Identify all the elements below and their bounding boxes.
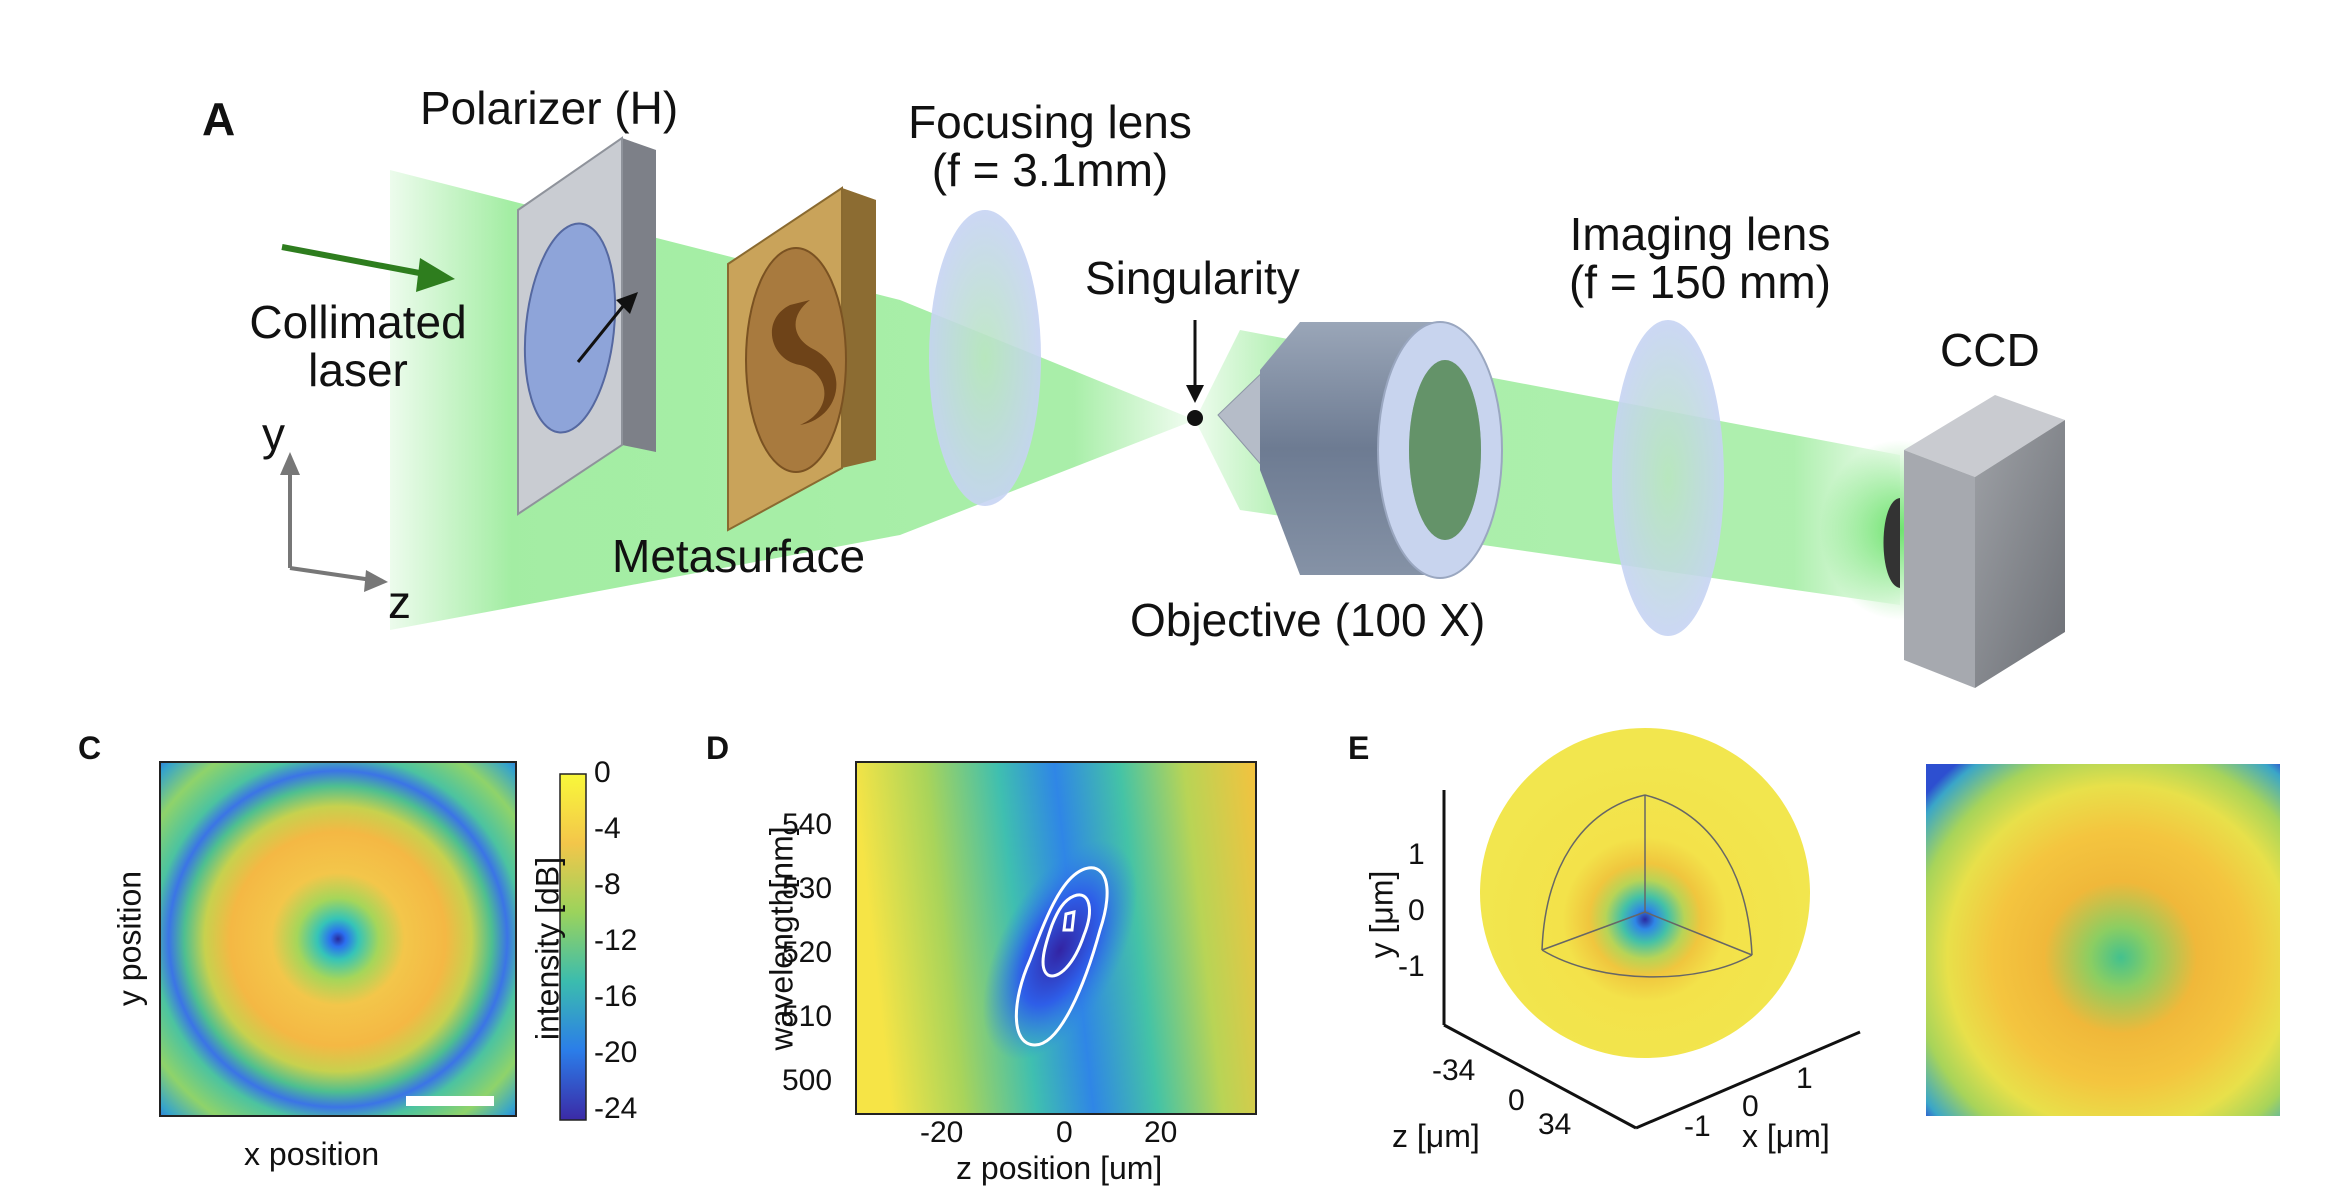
panel-c-letter: C <box>78 730 102 766</box>
panel-e-ytick: 0 <box>1408 894 1425 927</box>
collimated-laser-label: Collimated laser <box>218 298 498 394</box>
imaging-lens-label: Imaging lens (f = 150 mm) <box>1530 210 1870 306</box>
contour-middle <box>1041 893 1091 978</box>
axis-y-label: y <box>262 408 285 460</box>
colorbar-tick: 0 <box>594 756 611 789</box>
contour-inner <box>1062 910 1076 932</box>
panel-e-ylabel: y [μm] <box>1363 870 1400 959</box>
objective-label: Objective (100 X) <box>1130 594 1486 646</box>
focusing-lens-label-line2: (f = 3.1mm) <box>931 144 1169 196</box>
colorbar-tick: -24 <box>594 1092 638 1125</box>
panel-e-ztick: 0 <box>1508 1084 1525 1117</box>
contour-outer <box>1014 866 1109 1047</box>
ccd-label: CCD <box>1940 324 2040 376</box>
panel-e-octant-outline <box>1541 794 1753 978</box>
panel-d-heatmap <box>855 761 1257 1115</box>
imaging-lens-label-line1: Imaging lens <box>1569 208 1831 260</box>
panel-c-xlabel: x position <box>244 1136 380 1172</box>
panel-d-xtick: 0 <box>1056 1116 1073 1149</box>
colorbar-label: intensity [dB] <box>529 856 566 1041</box>
polarizer <box>517 136 656 516</box>
panel-d-xtick: -20 <box>920 1116 964 1149</box>
panel-c-ylabel: y position <box>111 870 148 1007</box>
colorbar-tick: -4 <box>594 812 621 845</box>
metasurface <box>727 186 876 532</box>
panel-e-ztick: -34 <box>1432 1054 1476 1087</box>
focusing-lens <box>929 210 1041 506</box>
panel-d-ytick: 500 <box>782 1064 833 1097</box>
coordinate-axes <box>280 452 388 592</box>
panel-a-letter: A <box>202 93 236 145</box>
panel-d-xtick: 20 <box>1144 1116 1178 1149</box>
panel-d-letter: D <box>706 730 730 766</box>
imaging-lens <box>1612 320 1724 636</box>
metasurface-label: Metasurface <box>612 530 866 582</box>
laser-direction-arrow <box>281 244 455 292</box>
axis-z-label: z <box>388 576 411 628</box>
panel-e-xlabel: x [μm] <box>1742 1118 1830 1154</box>
colorbar-tick: -20 <box>594 1036 638 1069</box>
panel-d-ytick: 530 <box>782 872 833 905</box>
panel-e-ztick: 34 <box>1538 1108 1572 1141</box>
panel-e-letter: E <box>1348 730 1370 766</box>
colorbar-tick: -16 <box>594 980 638 1013</box>
objective <box>1217 321 1503 579</box>
focusing-lens-label: Focusing lens (f = 3.1mm) <box>880 98 1220 194</box>
collimated-laser-label-line2: laser <box>308 344 408 396</box>
panel-e-xtick: 0 <box>1742 1090 1759 1123</box>
focusing-lens-label-line1: Focusing lens <box>908 96 1192 148</box>
panel-c-heatmap <box>159 761 517 1117</box>
panel-d-xlabel: z position [um] <box>956 1150 1163 1186</box>
panel-d-ytick: 520 <box>782 936 833 969</box>
imaging-lens-label-line2: (f = 150 mm) <box>1568 256 1831 308</box>
panel-e-ytick: -1 <box>1398 950 1425 983</box>
singularity-label: Singularity <box>1085 252 1300 304</box>
collimated-laser-label-line1: Collimated <box>249 296 467 348</box>
setup-diagram <box>280 136 2065 688</box>
polarizer-label: Polarizer (H) <box>420 82 679 134</box>
panel-d-ytick: 540 <box>782 808 833 841</box>
singularity-marker <box>1186 320 1204 426</box>
panel-e-ytick: 1 <box>1408 838 1425 871</box>
panel-d-ytick: 510 <box>782 1000 833 1033</box>
panel-e-sphere <box>1480 728 1810 1058</box>
panel-e-xtick: 1 <box>1796 1062 1813 1095</box>
panel-e-zlabel: z [μm] <box>1392 1118 1480 1154</box>
panel-e-xtick: -1 <box>1684 1110 1711 1143</box>
colorbar-tick: -12 <box>594 924 638 957</box>
colorbar-tick: -8 <box>594 868 621 901</box>
panel-c-scalebar <box>406 1096 494 1106</box>
panel-e-slice-heatmap <box>1926 764 2280 1116</box>
ccd-camera <box>1883 395 2065 688</box>
